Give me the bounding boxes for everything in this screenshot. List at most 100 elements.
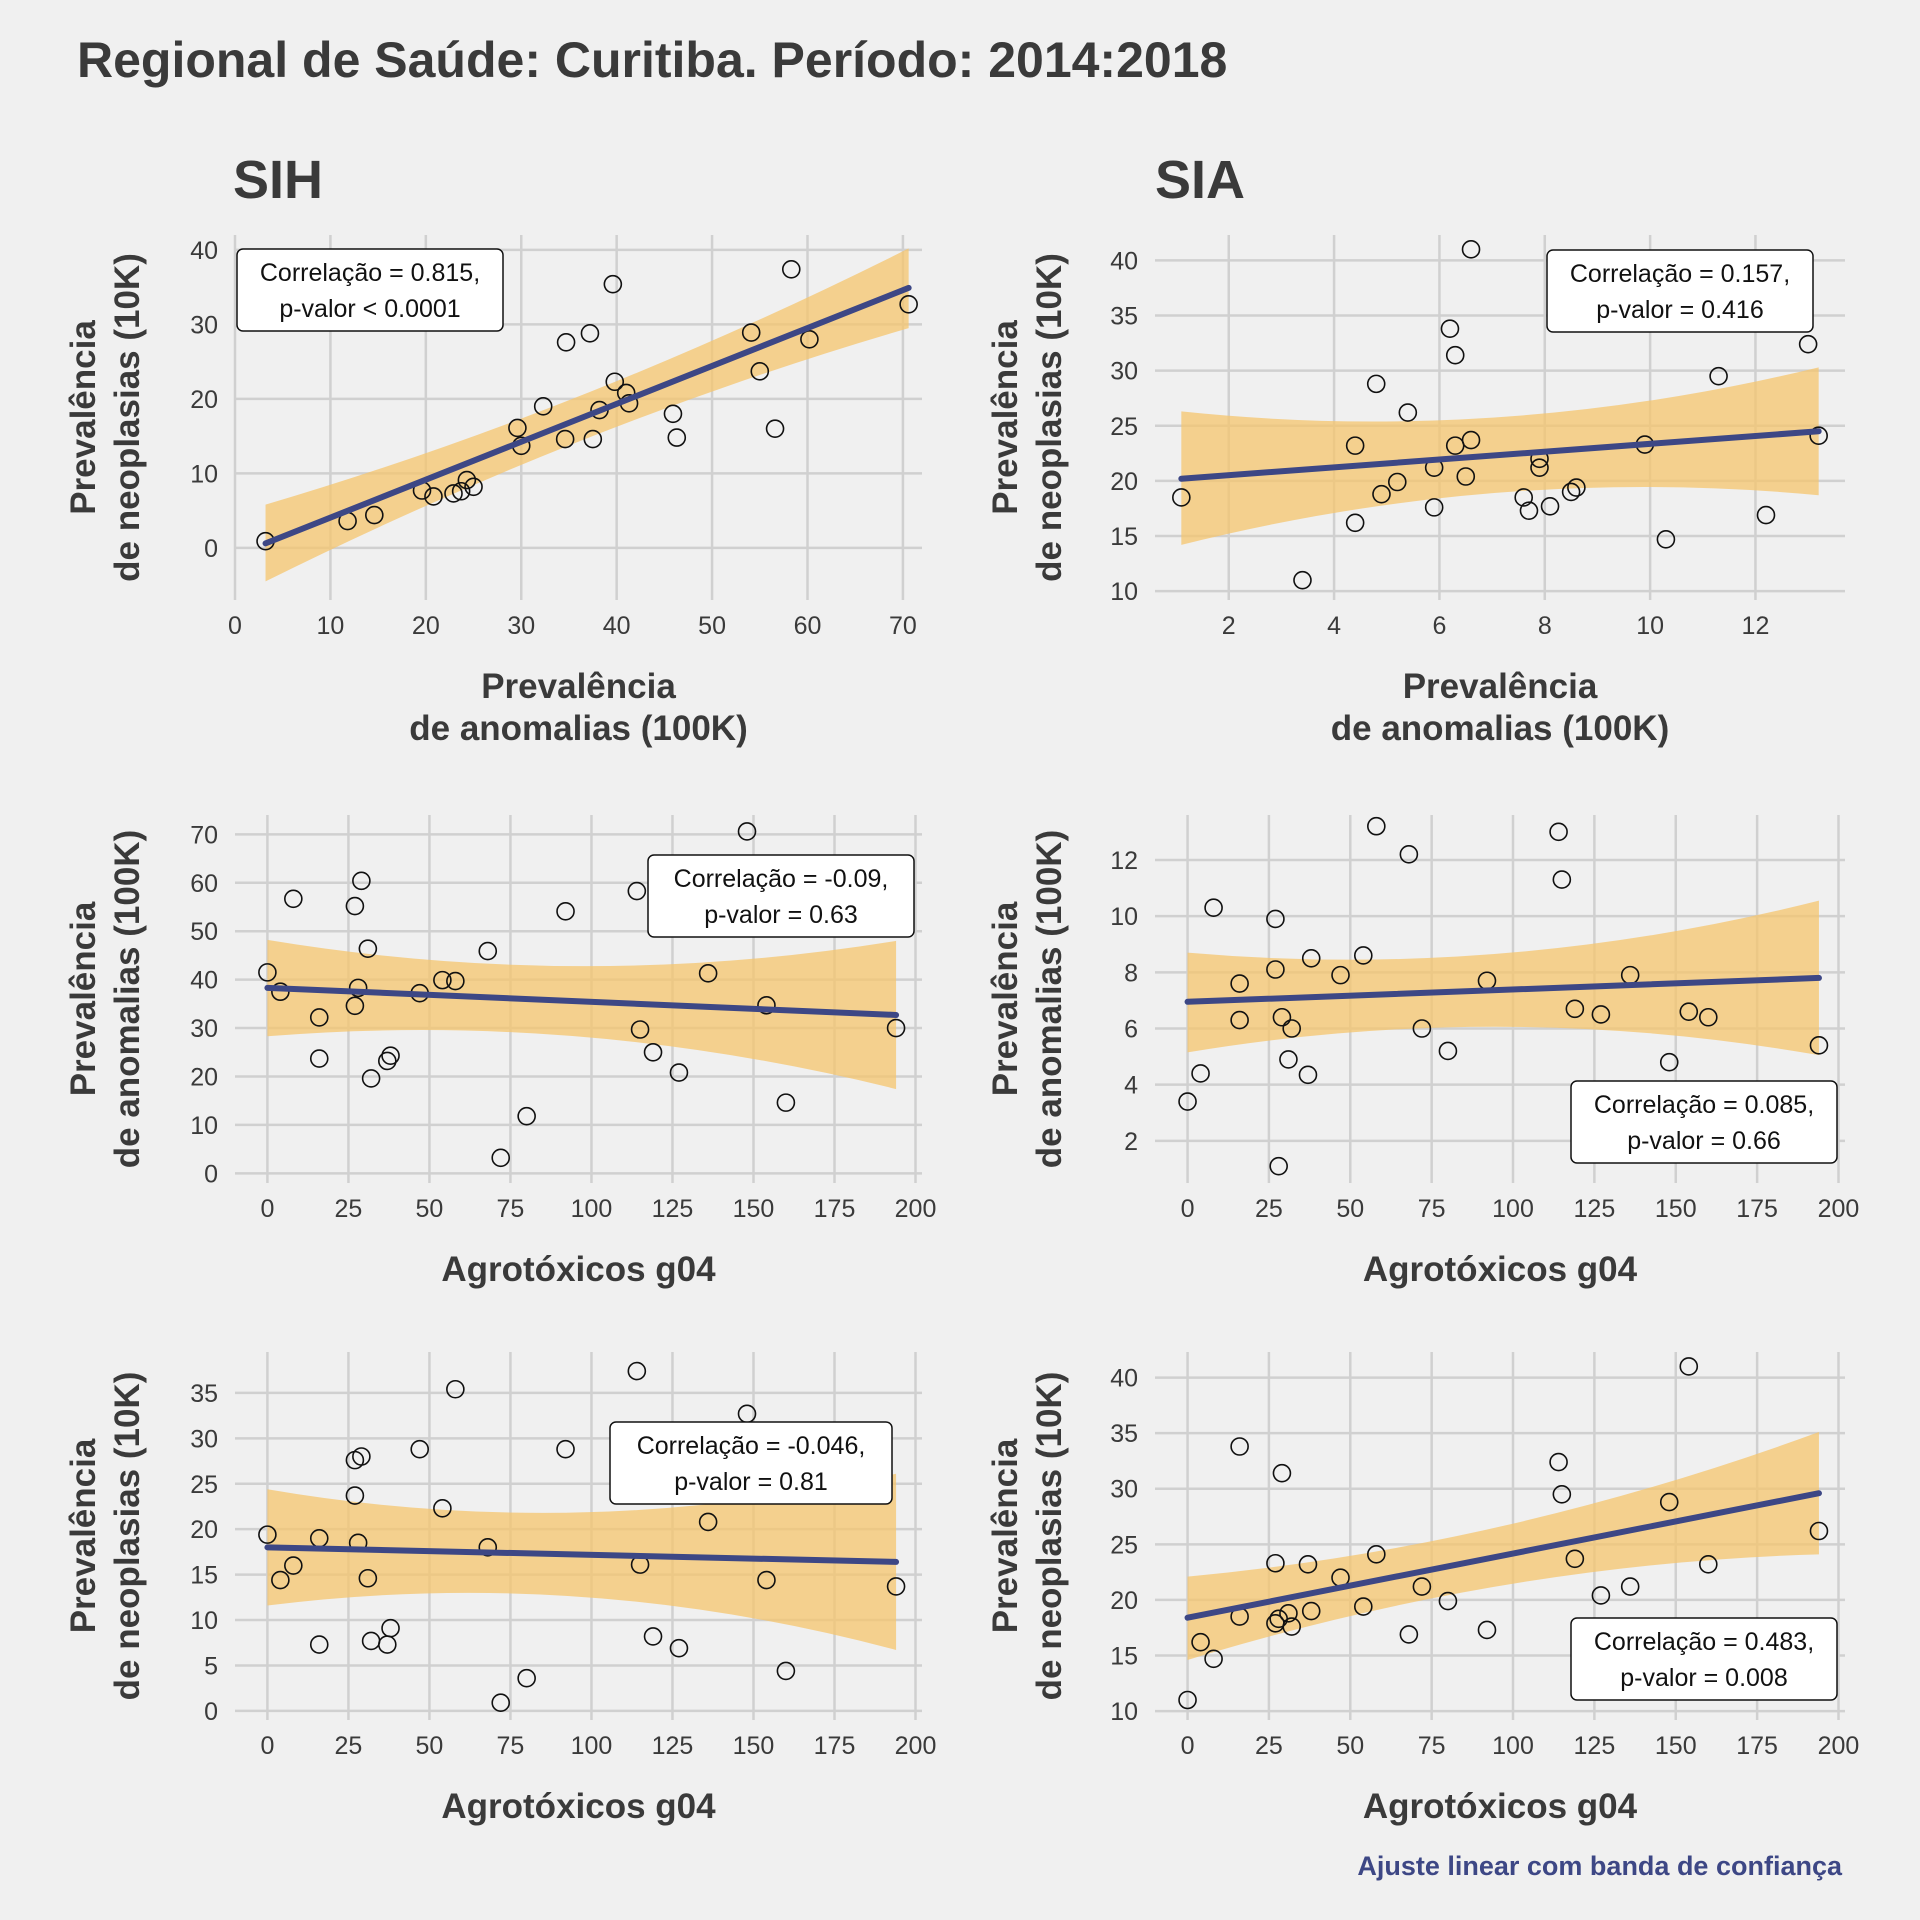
- data-point: [757, 995, 776, 1015]
- data-point: [1204, 898, 1223, 918]
- x-tick-label: 0: [228, 612, 242, 640]
- data-point: [517, 1668, 536, 1688]
- data-point: [1756, 505, 1776, 525]
- data-point: [1282, 1019, 1301, 1038]
- data-point: [478, 1538, 498, 1557]
- data-point: [1191, 1632, 1210, 1652]
- data-point: [491, 1693, 511, 1713]
- x-tick-label: 200: [1818, 1195, 1860, 1223]
- data-point: [1438, 1041, 1458, 1061]
- data-point: [605, 372, 625, 392]
- y-tick-label: 30: [190, 311, 218, 339]
- data-point: [1679, 1357, 1699, 1376]
- x-tick-label: 75: [1418, 1732, 1446, 1760]
- data-point: [1266, 909, 1285, 929]
- y-tick-label: 35: [190, 1380, 218, 1408]
- data-point: [258, 1525, 277, 1544]
- data-point: [1424, 498, 1444, 517]
- column-title-sih: SIH: [233, 150, 323, 210]
- data-point: [630, 1020, 650, 1039]
- x-tick-label: 0: [260, 1195, 274, 1223]
- annotation-box: [647, 854, 915, 938]
- y-tick-label: 30: [1110, 1476, 1138, 1504]
- y-tick-label: 5: [204, 1652, 218, 1680]
- data-point: [1345, 436, 1365, 455]
- fit-line: [262, 284, 912, 547]
- data-point: [345, 996, 365, 1016]
- data-point: [464, 477, 483, 497]
- data-point: [446, 1379, 465, 1399]
- data-point: [669, 1063, 689, 1082]
- data-point: [1230, 974, 1249, 993]
- x-tick-label: 50: [416, 1195, 444, 1223]
- data-point: [698, 964, 718, 983]
- fit-line: [1178, 428, 1822, 482]
- data-point: [309, 1049, 329, 1068]
- y-tick-label: 40: [190, 237, 218, 265]
- data-point: [1354, 1597, 1373, 1616]
- x-tick-label: 150: [733, 1732, 775, 1760]
- y-tick-label: 20: [1110, 1587, 1138, 1615]
- x-tick-label: 50: [1336, 1732, 1364, 1760]
- y-tick-label: 6: [1124, 1015, 1138, 1043]
- x-axis-label: Agrotóxicos g04: [1363, 1787, 1638, 1826]
- y-tick-label: 12: [1110, 847, 1138, 875]
- data-point: [1565, 1549, 1585, 1569]
- data-point: [433, 970, 452, 990]
- x-tick-label: 0: [1181, 1195, 1195, 1223]
- y-tick-label: 10: [1110, 578, 1138, 606]
- data-point: [1266, 1553, 1285, 1573]
- data-point: [424, 487, 443, 506]
- data-point: [1620, 1577, 1640, 1596]
- data-point: [1591, 1005, 1611, 1024]
- x-tick-label: 25: [1255, 1195, 1283, 1223]
- x-tick-label: 60: [794, 612, 822, 640]
- annotation-text: Correlação = 0.157,: [1570, 260, 1790, 288]
- y-tick-label: 8: [1124, 959, 1138, 987]
- x-axis-label: Prevalência: [481, 667, 676, 706]
- data-point: [627, 1361, 647, 1381]
- data-point: [765, 419, 785, 438]
- y-tick-label: 10: [190, 460, 218, 488]
- panel-p6: 0 25 50 75 100 125 150 175 200 10 15 20 25 30 35 40 Agro…: [986, 1352, 1859, 1826]
- annotation-box: [236, 248, 504, 332]
- confidence-band: [1187, 900, 1819, 1056]
- y-tick-label: 15: [1110, 1643, 1138, 1671]
- data-point: [258, 963, 277, 982]
- data-point: [358, 939, 378, 958]
- column-title-sia: SIA: [1155, 150, 1245, 210]
- x-tick-label: 75: [1418, 1195, 1446, 1223]
- data-point: [365, 505, 384, 525]
- y-tick-label: 30: [190, 1425, 218, 1453]
- x-axis-label: Agrotóxicos g04: [441, 1787, 716, 1826]
- data-point: [1699, 1555, 1718, 1574]
- x-axis-label: Agrotóxicos g04: [1363, 1250, 1638, 1289]
- y-tick-label: 10: [190, 1607, 218, 1635]
- y-axis-label: de neoplasias (10K): [108, 253, 147, 582]
- data-point: [1552, 870, 1572, 889]
- data-point: [603, 274, 623, 294]
- y-axis-label: Prevalência: [64, 320, 103, 515]
- y-axis-label: Prevalência: [64, 1438, 103, 1633]
- data-point: [1282, 1617, 1301, 1636]
- data-point: [1549, 1452, 1568, 1472]
- data-point: [1331, 965, 1350, 985]
- data-point: [1440, 319, 1460, 339]
- x-tick-label: 12: [1742, 612, 1770, 640]
- y-tick-label: 10: [1110, 1698, 1138, 1726]
- data-point: [1656, 530, 1676, 549]
- data-point: [1269, 1156, 1288, 1176]
- y-axis-label: de neoplasias (10K): [1030, 253, 1069, 582]
- data-point: [378, 1051, 397, 1071]
- y-tick-label: 10: [190, 1112, 218, 1140]
- data-point: [1561, 482, 1581, 502]
- x-tick-label: 75: [497, 1195, 525, 1223]
- data-point: [352, 1447, 371, 1466]
- x-axis-label: Prevalência: [1403, 667, 1598, 706]
- data-point: [1279, 1603, 1298, 1623]
- annotation-text: Correlação = -0.09,: [674, 865, 889, 893]
- data-point: [886, 1018, 906, 1038]
